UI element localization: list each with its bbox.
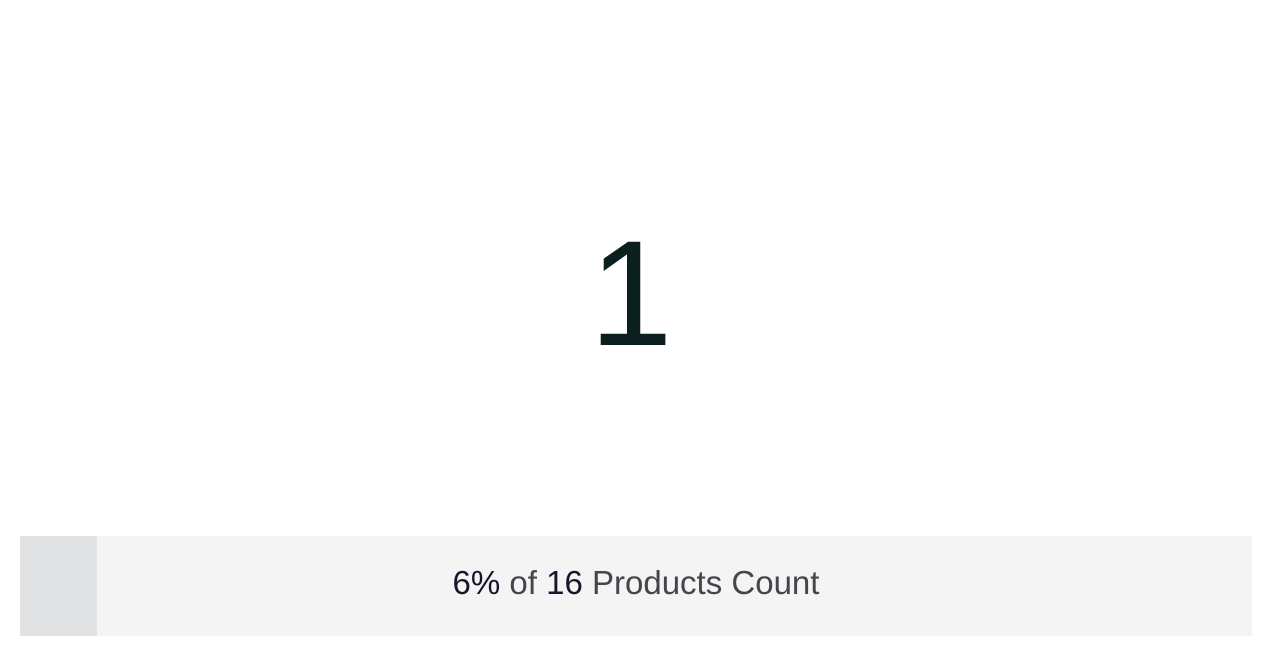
progress-fill: [20, 536, 97, 636]
progress-of-text: of: [509, 564, 537, 601]
progress-metric-label: Products Count: [592, 564, 820, 601]
progress-bar: 6% of 16 Products Count: [20, 536, 1252, 636]
progress-percent: 6%: [452, 564, 501, 601]
kpi-value: 1: [589, 209, 673, 377]
progress-total: 16: [546, 564, 583, 601]
progress-label: 6% of 16 Products Count: [20, 536, 1252, 636]
